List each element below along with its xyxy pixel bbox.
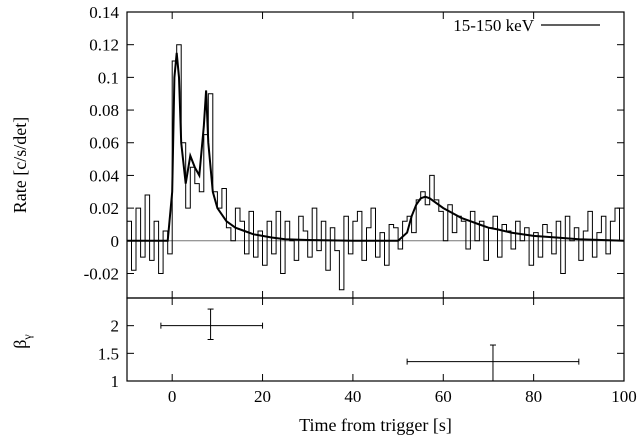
- rate-ytick-label: 0: [111, 232, 120, 251]
- index-xtick-label: 20: [254, 387, 271, 406]
- rate-panel: -0.02 0 0.02 0.04 0.06 0.08 0.1 0.12 0.14 Rate [c…: [10, 3, 625, 299]
- model-curve-series: [127, 52, 625, 242]
- index-xtick-label: 0: [168, 387, 177, 406]
- rate-step-series: [127, 44, 624, 291]
- index-ytick-label: 1: [111, 372, 120, 391]
- rate-ytick-label: 0.1: [98, 68, 119, 87]
- index-ytick-label: 1.5: [98, 344, 119, 363]
- rate-ytick-label: 0.12: [89, 36, 119, 55]
- index-axis-title-main: β: [10, 340, 30, 349]
- legend: 15-150 keV: [453, 16, 600, 35]
- rate-ytick-label: 0.06: [89, 134, 119, 153]
- legend-label: 15-150 keV: [453, 16, 534, 35]
- x-axis-title: Time from trigger [s]: [299, 415, 452, 435]
- rate-ytick-label: 0.08: [89, 101, 119, 120]
- rate-ytick-label: 0.14: [89, 3, 119, 22]
- index-axis-title-sub: γ: [20, 334, 34, 341]
- photon-index-point: [160, 308, 264, 340]
- photon-index-point: [406, 344, 580, 382]
- index-xtick-label: 100: [611, 387, 637, 406]
- index-ytick-label: 2: [111, 317, 120, 336]
- rate-ytick-label: 0.02: [89, 199, 119, 218]
- index-xtick-label: 40: [344, 387, 361, 406]
- index-xtick-label: 60: [435, 387, 452, 406]
- index-axis-title: βγ: [10, 334, 34, 349]
- index-xtick-label: 80: [525, 387, 542, 406]
- index-plot-frame: [126, 297, 625, 382]
- rate-axis-title: Rate [c/s/det]: [10, 117, 30, 213]
- rate-ytick-label: 0.04: [89, 166, 119, 185]
- rate-ytick-label: -0.02: [84, 264, 119, 283]
